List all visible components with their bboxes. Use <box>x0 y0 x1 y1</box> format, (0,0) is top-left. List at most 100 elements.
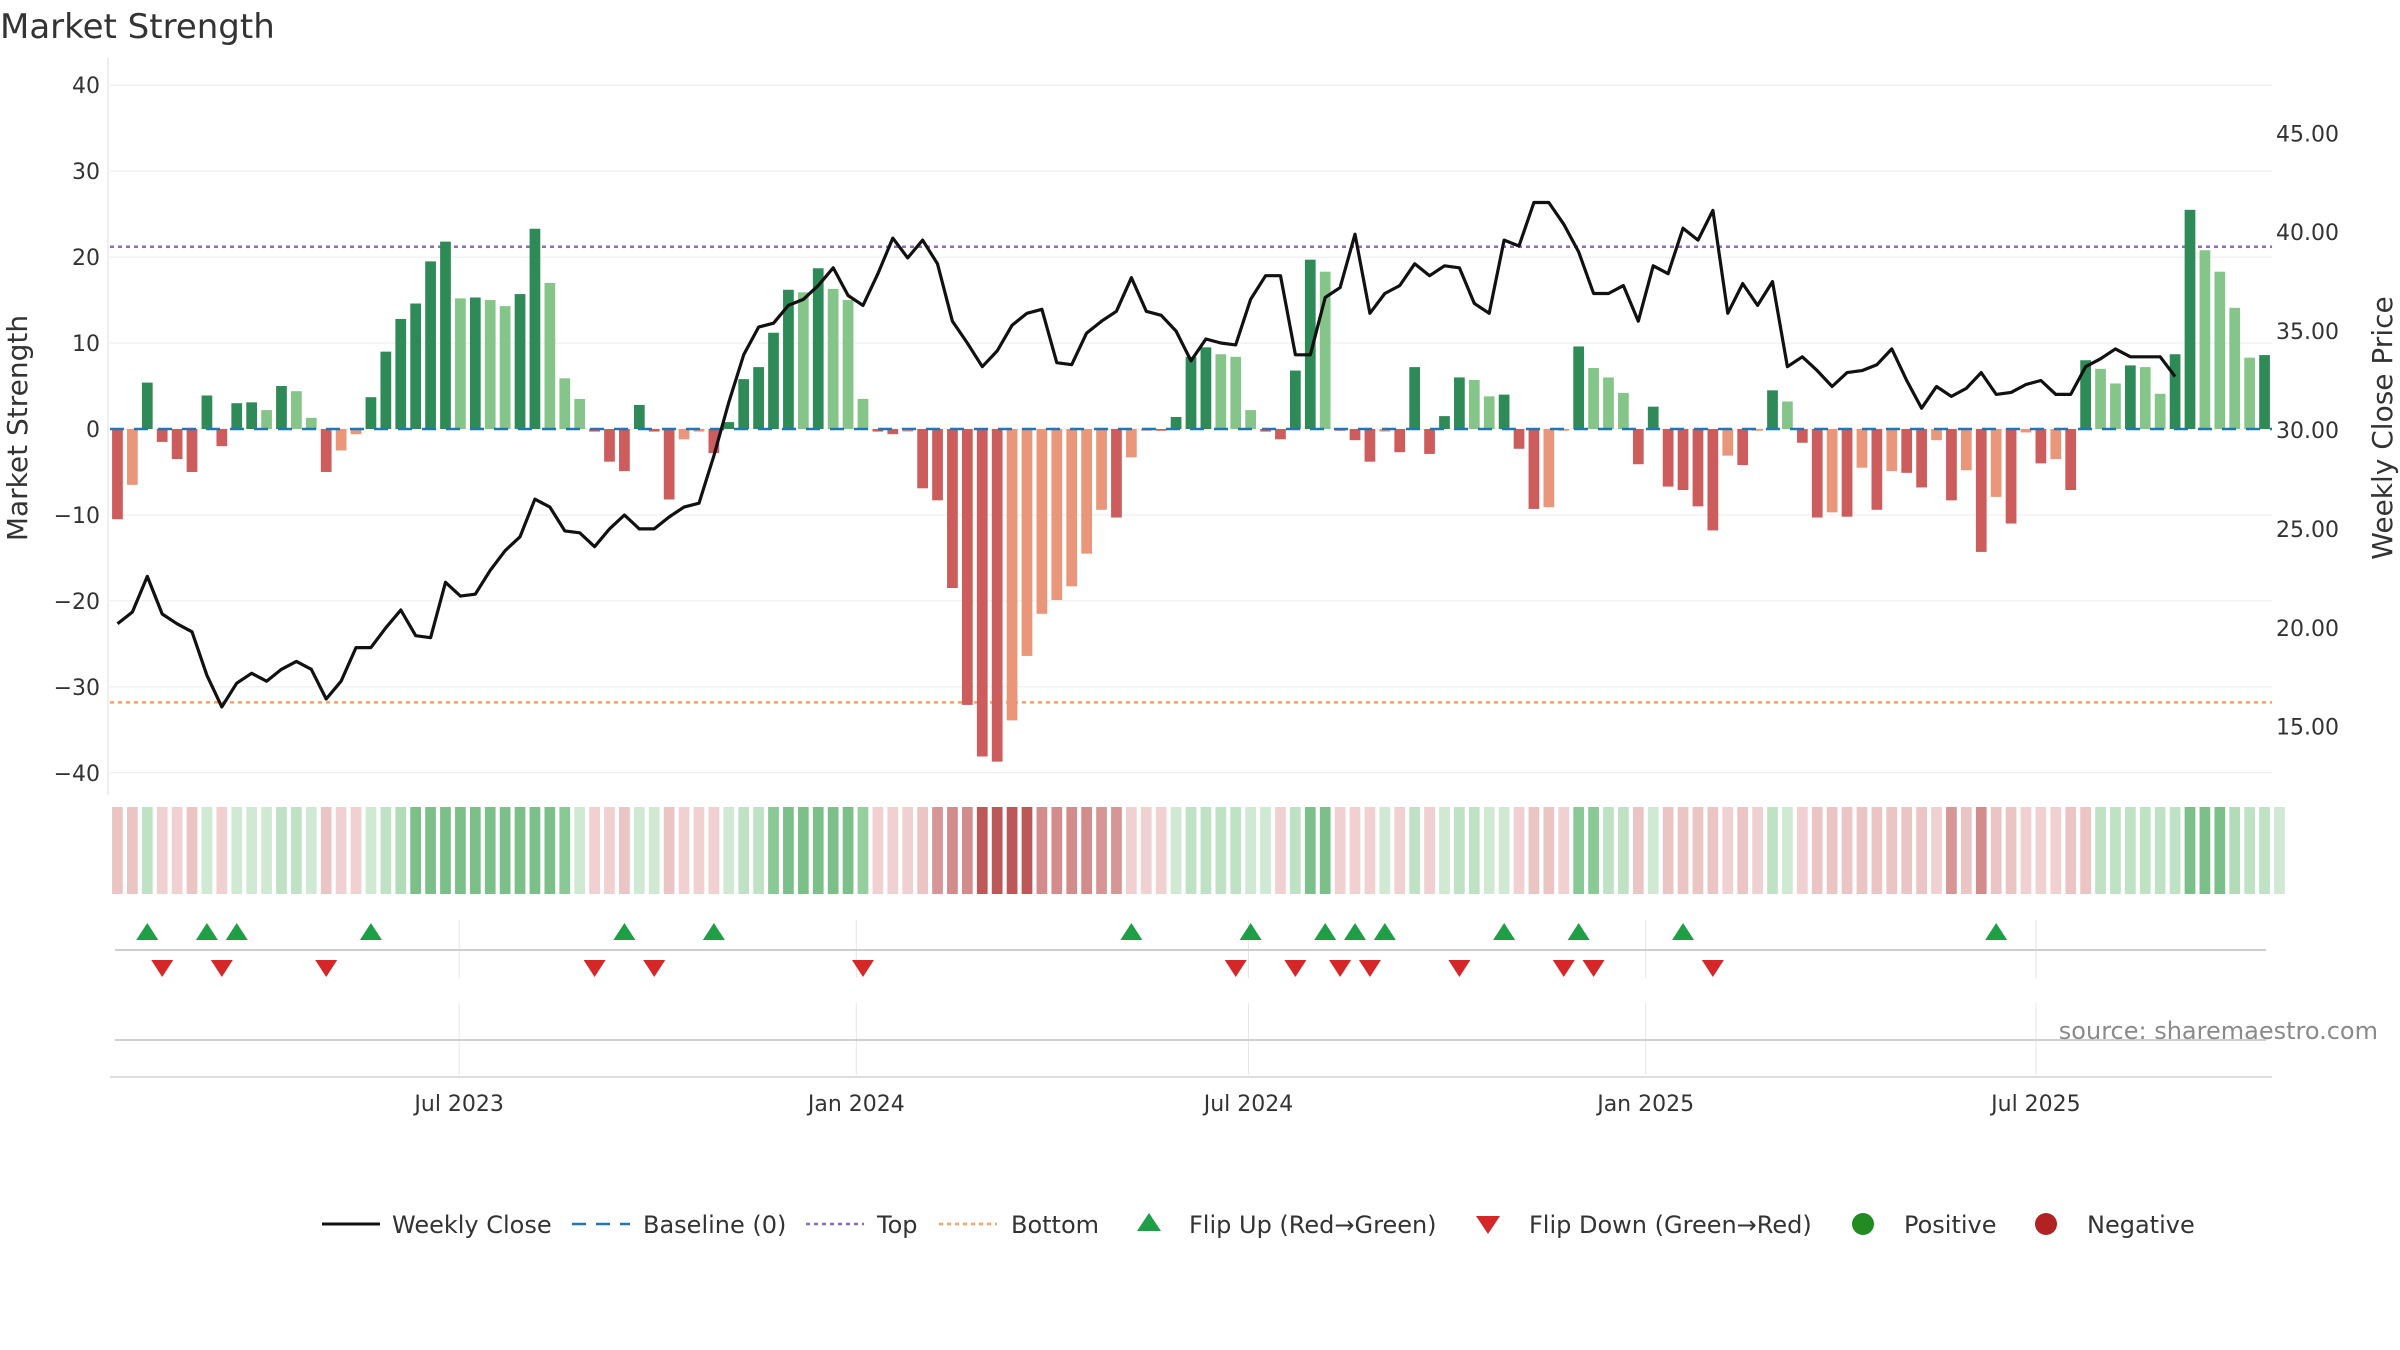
regime-cell <box>1111 807 1122 894</box>
right-tick-label: 35.00 <box>2276 320 2339 345</box>
regime-cell <box>1230 807 1242 894</box>
flip-down-marker <box>1701 960 1724 977</box>
regime-cell <box>663 807 675 894</box>
strength-bar <box>797 292 809 429</box>
left-axis-ticks: −40 −30 −20 −10 0 10 20 30 40 <box>54 74 100 787</box>
regime-cell <box>1096 807 1107 894</box>
strength-bar <box>186 429 198 472</box>
strength-bar <box>604 429 615 462</box>
regime-cell <box>2080 807 2091 894</box>
strength-bar <box>2139 367 2151 429</box>
regime-cell <box>1916 807 1927 894</box>
strength-bar <box>887 429 899 435</box>
strength-bar <box>365 397 377 429</box>
regime-cell <box>2139 807 2151 894</box>
legend-item-flip-up: Flip Up (Red→Green) <box>1137 1211 1437 1239</box>
right-tick-label: 40.00 <box>2276 221 2339 246</box>
legend-item-flip-down: Flip Down (Green→Red) <box>1476 1211 1812 1239</box>
strength-bar <box>1290 370 1301 429</box>
strength-bar <box>753 367 764 429</box>
regime-cell <box>514 807 526 894</box>
strength-bar <box>1125 429 1137 458</box>
regime-cell <box>1931 807 1942 894</box>
flip-up-marker <box>1373 923 1396 940</box>
strength-bar <box>783 289 794 429</box>
regime-cell <box>917 807 928 894</box>
regime-cell <box>1960 807 1972 894</box>
regime-cell <box>693 807 705 894</box>
strength-bar <box>2154 393 2166 429</box>
strength-bar <box>1454 377 1465 429</box>
flip-down-marker <box>210 960 233 977</box>
strength-bar <box>1692 429 1704 507</box>
strength-bar <box>1886 429 1898 472</box>
left-tick-label: −30 <box>54 676 100 701</box>
regime-cell <box>1573 807 1585 894</box>
regime-cell <box>1692 807 1704 894</box>
regime-cell <box>1737 807 1749 894</box>
strength-bar <box>947 429 958 589</box>
strength-bar <box>917 429 928 489</box>
regime-cell <box>1021 807 1033 894</box>
regime-cell <box>1901 807 1913 894</box>
regime-cell <box>827 807 839 894</box>
left-tick-label: −20 <box>54 590 100 615</box>
legend-label: Negative <box>2087 1211 2195 1239</box>
regime-cell <box>186 807 198 894</box>
regime-cell <box>1260 807 1271 894</box>
regime-cell <box>991 807 1003 894</box>
regime-cell <box>1036 807 1048 894</box>
regime-cell <box>1304 807 1316 894</box>
strength-bar <box>678 429 690 440</box>
strength-bar <box>991 429 1003 762</box>
regime-cell <box>2184 807 2196 894</box>
strength-bar <box>544 282 556 429</box>
regime-cell <box>1886 807 1898 894</box>
strength-bar <box>827 288 839 429</box>
regime-cell <box>499 807 511 894</box>
source-label: source: sharemaestro.com <box>2059 1017 2378 1045</box>
regime-cell <box>1275 807 1286 894</box>
regime-cell <box>2229 807 2241 894</box>
strength-bar <box>410 303 422 429</box>
strength-bar <box>1990 429 2002 497</box>
regime-cell <box>112 807 123 894</box>
regime-cell <box>1245 807 1257 894</box>
regime-cell <box>126 807 138 894</box>
flip-up-marker <box>136 923 159 940</box>
regime-cell <box>1707 807 1719 894</box>
left-tick-label: 0 <box>86 418 100 443</box>
x-tick-label: Jul 2025 <box>1989 1092 2081 1117</box>
strength-bar <box>1677 429 1689 491</box>
regime-cell <box>216 807 228 894</box>
regime-cell <box>1379 807 1391 894</box>
strength-bar <box>1215 354 1227 429</box>
x-tick-label: Jul 2023 <box>412 1092 504 1117</box>
strength-bar <box>648 429 660 432</box>
flip-up-marker <box>1672 923 1695 940</box>
regime-cell <box>604 807 615 894</box>
strength-bar <box>589 429 600 432</box>
strength-bar <box>1096 429 1107 510</box>
flip-up-marker <box>1985 923 2008 940</box>
strength-bar <box>395 318 407 429</box>
strength-bar <box>335 429 347 451</box>
regime-cell <box>812 807 824 894</box>
legend: Weekly Close Baseline (0) Top Bottom Flip Up… <box>322 1211 2195 1239</box>
strength-bar <box>1394 429 1406 453</box>
regime-cell <box>1811 807 1823 894</box>
regime-cell <box>1632 807 1644 894</box>
strength-bar <box>201 395 213 429</box>
strength-bar <box>1871 429 1883 510</box>
flip-down-marker <box>643 960 666 977</box>
strength-bar <box>1722 429 1734 456</box>
strength-bar <box>902 429 914 432</box>
regime-cell <box>723 807 735 894</box>
strength-bar <box>619 429 630 472</box>
regime-cell <box>2169 807 2181 894</box>
strength-bar <box>1931 429 1942 441</box>
regime-cell <box>231 807 243 894</box>
regime-cell <box>246 807 258 894</box>
regime-cell <box>1543 807 1555 894</box>
legend-item-weekly-close: Weekly Close <box>322 1211 552 1239</box>
